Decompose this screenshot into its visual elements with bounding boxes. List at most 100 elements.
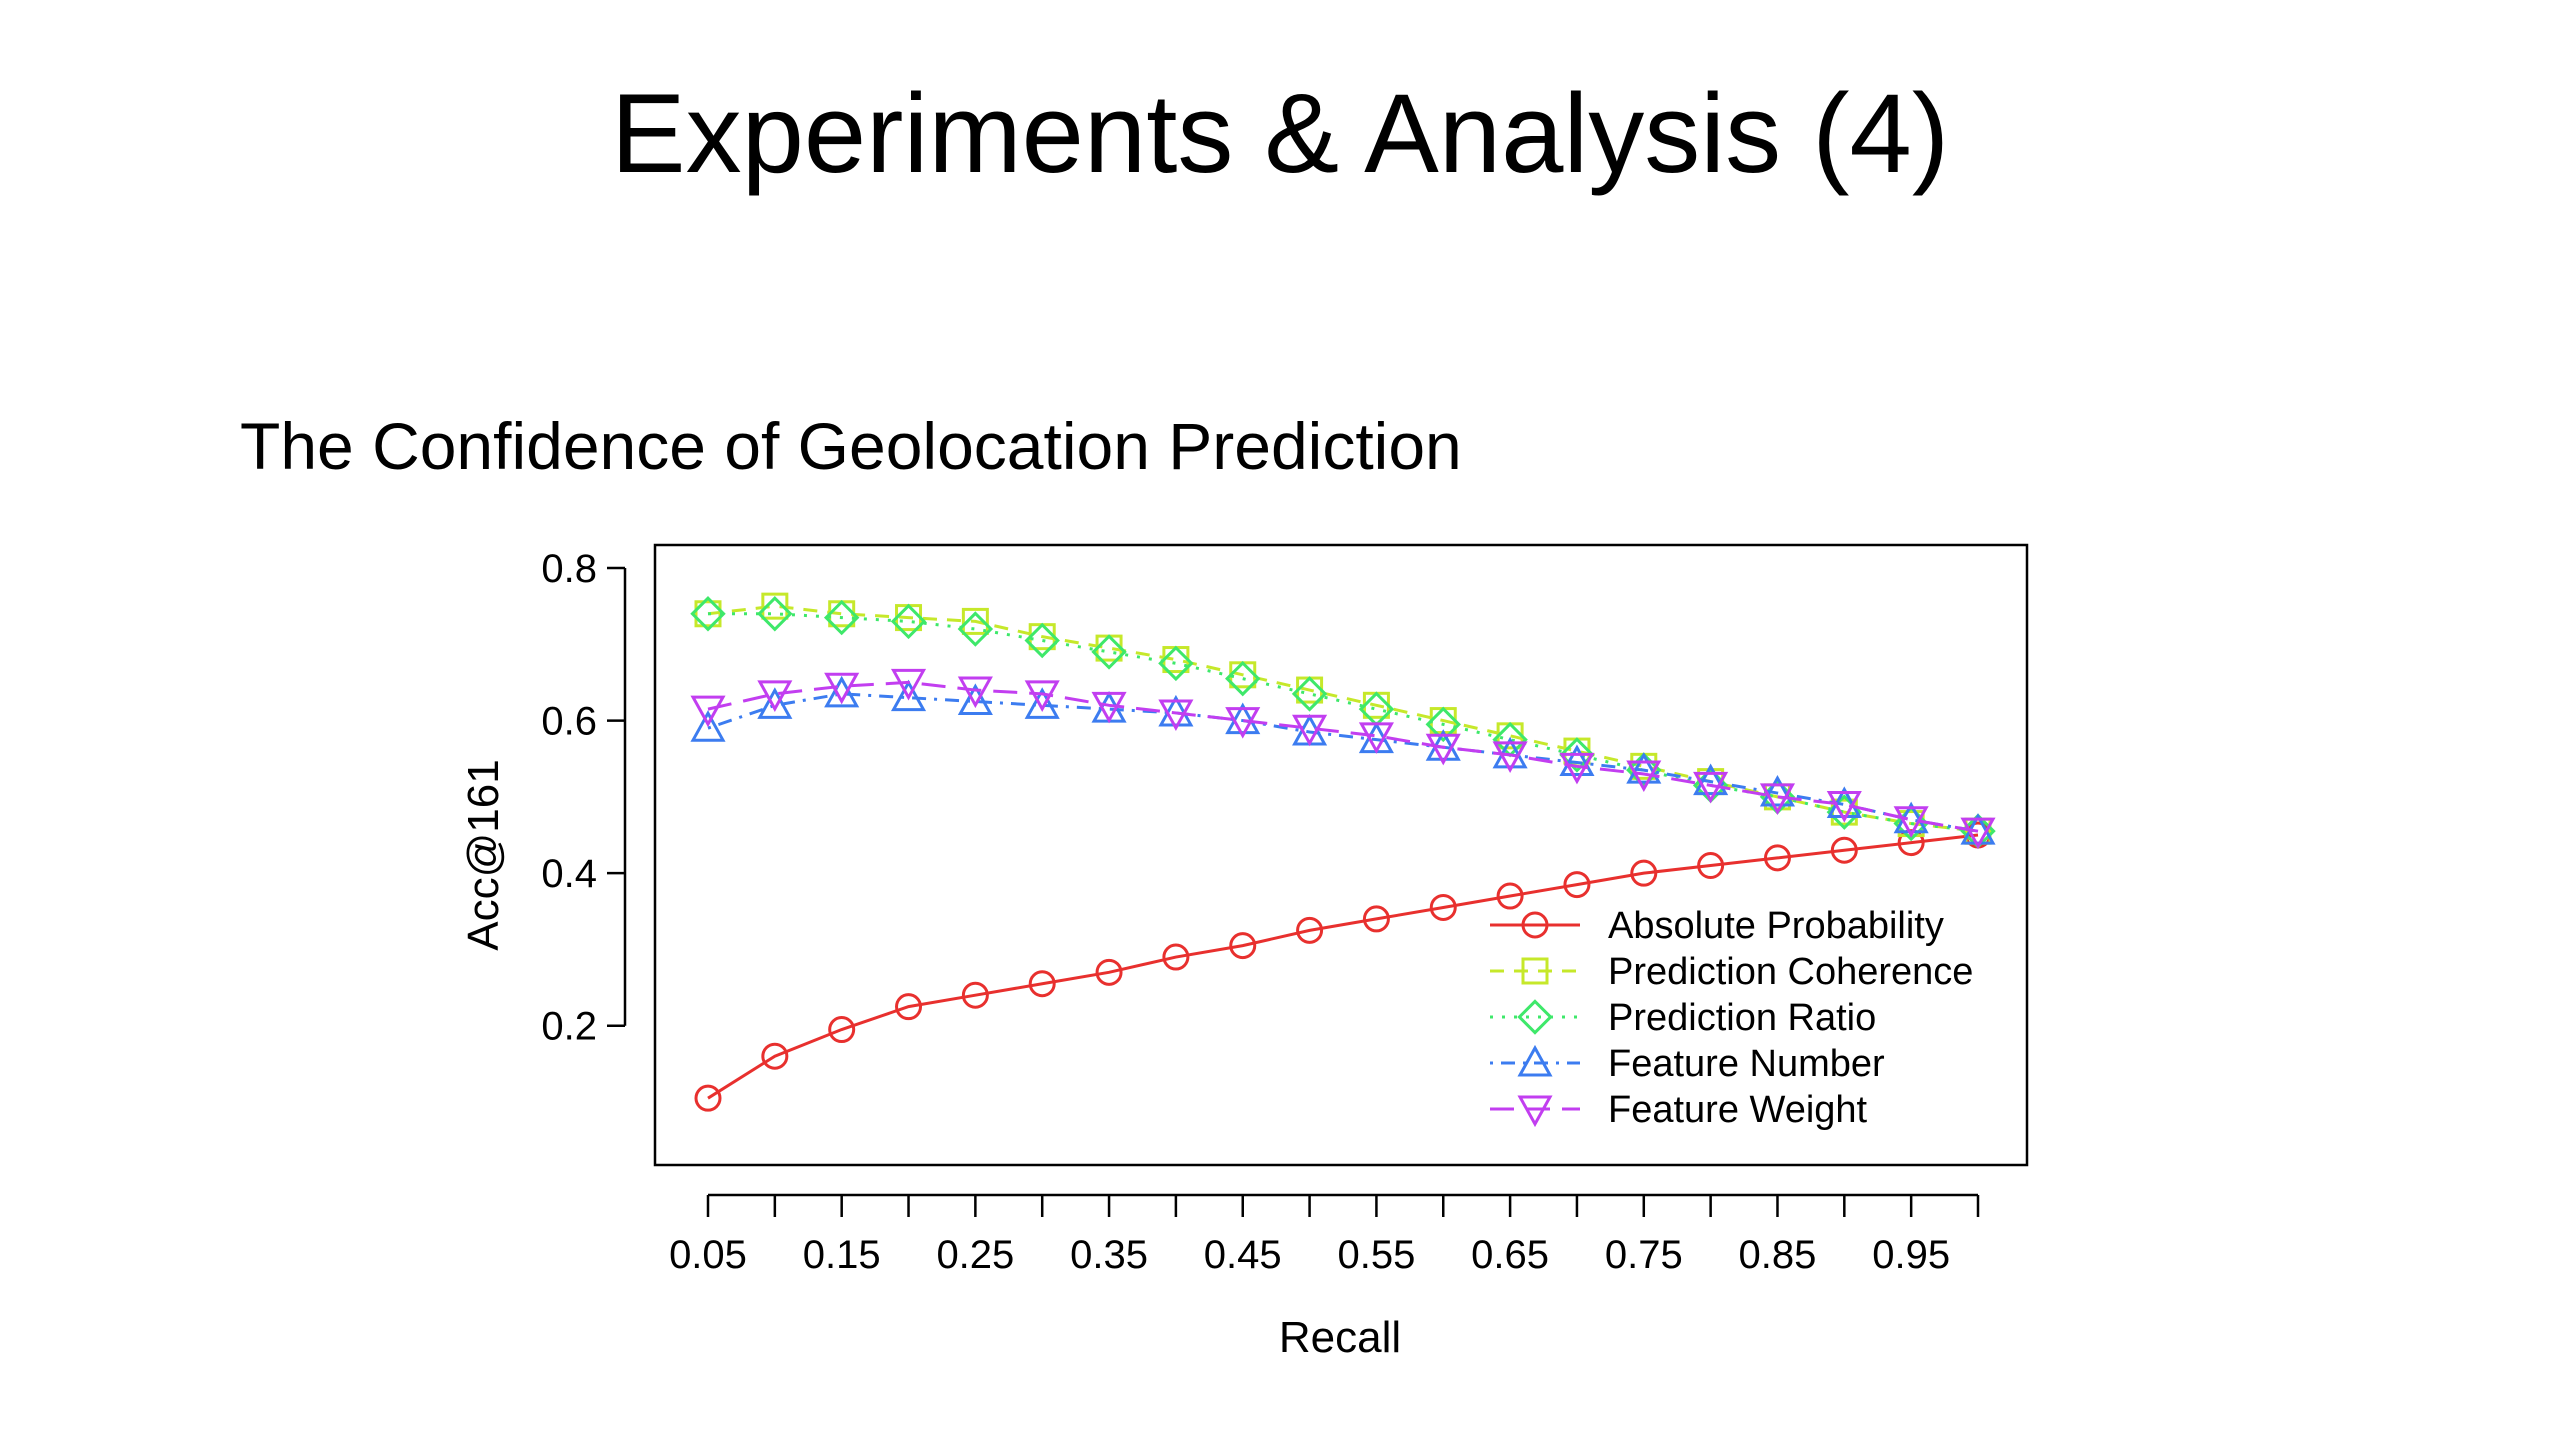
data-point xyxy=(1292,714,1328,747)
legend-item: Absolute Probability xyxy=(1490,905,1944,947)
y-tick-label: 0.4 xyxy=(541,852,597,896)
data-point xyxy=(690,695,726,728)
x-axis-label: Recall xyxy=(1279,1313,1401,1362)
data-point xyxy=(890,679,927,712)
legend-label: Absolute Probability xyxy=(1608,905,1944,947)
x-tick-label: 0.65 xyxy=(1471,1233,1549,1277)
data-point xyxy=(1492,741,1528,773)
data-point xyxy=(1296,916,1324,944)
data-point xyxy=(1362,905,1390,933)
data-point xyxy=(1626,752,1662,788)
legend-item: Feature Number xyxy=(1490,1043,1885,1085)
data-point xyxy=(1626,760,1662,793)
x-tick-label: 0.05 xyxy=(669,1233,747,1277)
legend-marker xyxy=(1517,1044,1553,1077)
legend-item: Feature Weight xyxy=(1490,1089,1868,1131)
data-point xyxy=(1496,882,1524,910)
slide-title: Experiments & Analysis (4) xyxy=(610,71,1950,196)
plot-frame xyxy=(653,543,2029,1167)
x-tick-label: 0.35 xyxy=(1070,1233,1148,1277)
data-point xyxy=(1960,817,1996,850)
legend-marker xyxy=(1521,957,1549,985)
series-feature-number xyxy=(690,675,1996,845)
data-point xyxy=(890,668,927,701)
data-point xyxy=(1091,691,1127,724)
data-point xyxy=(1693,763,1729,796)
data-point xyxy=(890,603,927,640)
data-point xyxy=(824,672,860,705)
legend-marker xyxy=(1517,1095,1553,1128)
legend-label: Feature Weight xyxy=(1608,1089,1868,1131)
data-point xyxy=(1563,737,1591,765)
data-point xyxy=(1693,771,1729,804)
data-point xyxy=(1225,707,1261,739)
legend-marker xyxy=(1517,999,1553,1035)
data-point xyxy=(828,1016,856,1044)
series-feature-weight xyxy=(690,668,1996,850)
data-point xyxy=(824,675,860,708)
data-point xyxy=(1830,836,1858,864)
data-point xyxy=(1759,783,1796,815)
data-point xyxy=(1429,893,1457,921)
data-point xyxy=(1158,699,1194,732)
data-point xyxy=(1893,806,1929,838)
data-point xyxy=(823,599,860,636)
x-tick-label: 0.25 xyxy=(936,1233,1014,1277)
legend-marker xyxy=(1521,911,1549,939)
data-point xyxy=(694,1084,722,1112)
data-point xyxy=(895,993,923,1021)
data-point xyxy=(1425,733,1461,766)
y-tick-label: 0.8 xyxy=(541,547,597,591)
x-tick-label: 0.85 xyxy=(1739,1233,1817,1277)
y-tick-label: 0.6 xyxy=(541,700,597,744)
data-point xyxy=(1291,676,1328,712)
data-point xyxy=(957,683,993,715)
x-tick-label: 0.45 xyxy=(1204,1233,1282,1277)
series-prediction-coherence xyxy=(694,592,1992,845)
data-point xyxy=(961,607,989,635)
x-tick-label: 0.15 xyxy=(803,1233,881,1277)
data-point xyxy=(1559,737,1595,773)
data-point xyxy=(757,680,793,712)
data-point xyxy=(961,981,989,1009)
data-point xyxy=(690,710,726,742)
data-point xyxy=(1095,958,1123,986)
legend-label: Prediction Ratio xyxy=(1608,997,1876,1039)
legend-item: Prediction Coherence xyxy=(1490,951,1973,993)
data-point xyxy=(1563,871,1591,899)
slide-subtitle: The Confidence of Geolocation Prediction xyxy=(240,409,1462,483)
data-point xyxy=(757,687,793,719)
data-point xyxy=(1091,634,1127,670)
data-point xyxy=(1024,622,1060,659)
data-point xyxy=(690,596,726,632)
data-point xyxy=(1559,752,1595,785)
data-point xyxy=(761,1042,789,1070)
data-point xyxy=(761,592,789,620)
data-point xyxy=(1759,774,1796,807)
x-tick-label: 0.55 xyxy=(1337,1233,1415,1277)
data-point xyxy=(1425,706,1461,743)
y-axis-label: Acc@161 xyxy=(459,759,508,950)
legend-label: Prediction Coherence xyxy=(1608,951,1973,993)
data-point xyxy=(957,676,993,709)
data-point xyxy=(1229,932,1257,960)
data-point xyxy=(1559,744,1595,777)
data-point xyxy=(1028,970,1056,998)
data-point xyxy=(1024,680,1060,712)
data-point xyxy=(1162,943,1190,971)
data-point xyxy=(957,611,994,647)
series-prediction-ratio xyxy=(690,596,1996,849)
legend-item: Prediction Ratio xyxy=(1490,997,1876,1039)
data-point xyxy=(757,596,793,632)
data-point xyxy=(1158,645,1194,682)
data-point xyxy=(1697,852,1725,880)
data-point xyxy=(1024,687,1060,719)
legend-label: Feature Number xyxy=(1608,1043,1885,1085)
x-tick-label: 0.75 xyxy=(1605,1233,1683,1277)
data-point xyxy=(1225,660,1261,697)
x-tick-label: 0.95 xyxy=(1872,1233,1950,1277)
series-line xyxy=(707,692,1979,833)
data-point xyxy=(1826,790,1862,823)
